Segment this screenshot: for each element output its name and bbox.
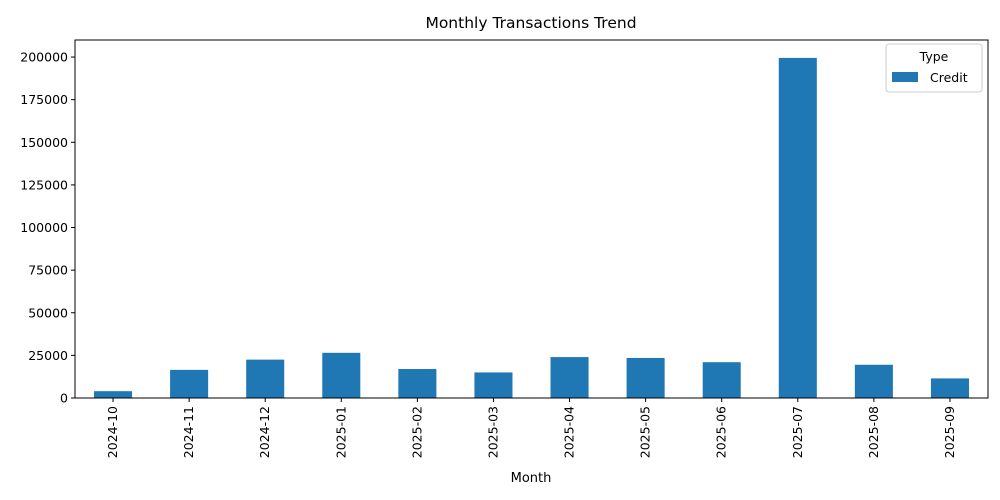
bar-2025-08 bbox=[854, 364, 893, 398]
bar-2024-11 bbox=[170, 369, 209, 398]
x-tick-label-2025-07: 2025-07 bbox=[790, 406, 805, 458]
plot-frame bbox=[74, 39, 989, 399]
x-tick-label-2025-06: 2025-06 bbox=[714, 406, 729, 458]
bar-2025-05 bbox=[626, 357, 665, 398]
x-tick-label-2025-04: 2025-04 bbox=[562, 406, 577, 458]
x-tick-label-2025-02: 2025-02 bbox=[409, 406, 424, 458]
y-axis: 0 25000 50000 75000 100000 125000 150000 175000… bbox=[20, 50, 75, 406]
x-tick-label-2024-12: 2024-12 bbox=[257, 406, 272, 458]
y-tick-label-150000: 150000 bbox=[20, 135, 68, 150]
bar-2025-02 bbox=[398, 369, 437, 398]
legend-title: Type bbox=[919, 49, 949, 64]
x-tick-label-2025-03: 2025-03 bbox=[485, 406, 500, 458]
legend-label-credit: Credit bbox=[930, 70, 968, 85]
bar-2025-04 bbox=[550, 357, 589, 398]
x-tick-label-2025-05: 2025-05 bbox=[638, 406, 653, 458]
bar-2025-03 bbox=[474, 372, 513, 398]
bar-2025-01 bbox=[322, 352, 361, 398]
bar-2024-12 bbox=[246, 359, 285, 398]
x-tick-label-2024-11: 2024-11 bbox=[181, 406, 196, 458]
x-axis-title: Month bbox=[511, 471, 552, 486]
y-tick-label-200000: 200000 bbox=[20, 50, 68, 65]
bar-2024-10 bbox=[94, 391, 133, 398]
x-tick-label-2024-10: 2024-10 bbox=[105, 406, 120, 458]
bars-group bbox=[94, 57, 969, 399]
y-tick-label-0: 0 bbox=[60, 391, 68, 406]
y-tick-label-175000: 175000 bbox=[20, 92, 68, 107]
x-tick-label-2025-08: 2025-08 bbox=[866, 406, 881, 458]
bar-2025-09 bbox=[930, 378, 969, 398]
x-tick-label-2025-09: 2025-09 bbox=[942, 406, 957, 458]
y-tick-label-25000: 25000 bbox=[28, 348, 68, 363]
y-tick-label-125000: 125000 bbox=[20, 177, 68, 192]
y-tick-label-100000: 100000 bbox=[20, 220, 68, 235]
bar-2025-07 bbox=[778, 57, 817, 399]
chart-title: Monthly Transactions Trend bbox=[425, 14, 636, 32]
x-tick-label-2025-01: 2025-01 bbox=[333, 406, 348, 458]
y-tick-label-75000: 75000 bbox=[28, 263, 68, 278]
legend: Type Credit bbox=[885, 43, 983, 93]
x-axis: 2024-10 2024-11 2024-12 2025-01 2025-02 2025-… bbox=[105, 398, 957, 458]
y-tick-label-50000: 50000 bbox=[28, 305, 68, 320]
legend-swatch-credit bbox=[892, 72, 918, 82]
bar-2025-06 bbox=[702, 362, 741, 398]
